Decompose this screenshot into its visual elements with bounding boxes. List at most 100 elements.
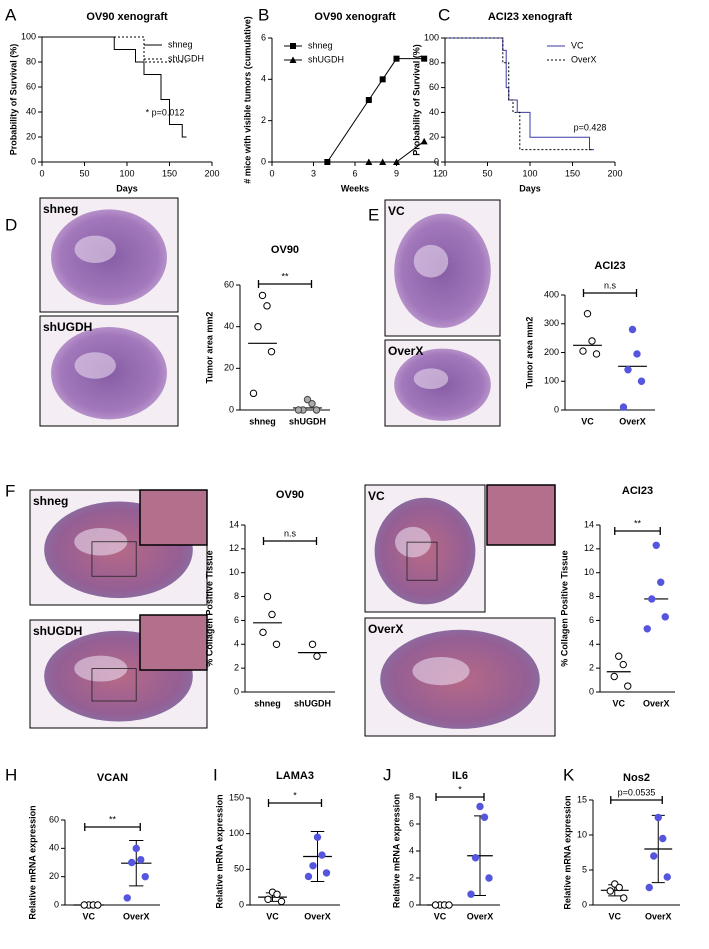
tick-label: 100 bbox=[21, 31, 36, 41]
tick-label: 60 bbox=[429, 82, 439, 92]
tick-label: 20 bbox=[49, 871, 59, 881]
tick-label: 8 bbox=[589, 591, 594, 601]
data-point bbox=[313, 652, 321, 660]
annotation: * p=0.012 bbox=[146, 107, 185, 117]
point bbox=[393, 55, 400, 62]
data-point bbox=[294, 406, 303, 414]
tick-label: 0 bbox=[582, 899, 587, 909]
tick-label: 40 bbox=[429, 107, 439, 117]
chart-title: LAMA3 bbox=[276, 770, 314, 782]
tick-label: 150 bbox=[565, 168, 580, 178]
tick-label: 80 bbox=[26, 56, 36, 66]
tick-label: 40 bbox=[49, 843, 59, 853]
legend-marker bbox=[289, 56, 297, 63]
data-point bbox=[633, 350, 641, 358]
data-point bbox=[132, 844, 140, 853]
chart-title: ACI23 bbox=[622, 485, 653, 497]
tick-label: 0 bbox=[442, 168, 447, 178]
chart-title: OV90 xenograft bbox=[86, 11, 168, 23]
tick-label: 150 bbox=[229, 792, 244, 802]
panel-letter: K bbox=[563, 765, 575, 784]
tick-label: 14 bbox=[229, 519, 239, 529]
tick-label: 200 bbox=[607, 168, 622, 178]
data-point bbox=[445, 901, 453, 909]
legend-label: shUGDH bbox=[308, 54, 344, 64]
data-point bbox=[628, 325, 637, 334]
tick-label: 0 bbox=[39, 168, 44, 178]
tick-label: 40 bbox=[26, 106, 36, 116]
data-point bbox=[588, 337, 596, 345]
data-point bbox=[263, 302, 271, 310]
tick-label: 100 bbox=[229, 828, 244, 838]
chart-title: VCAN bbox=[97, 772, 128, 784]
tick-label: 8 bbox=[234, 591, 239, 601]
tick-label: 50 bbox=[234, 864, 244, 874]
data-point bbox=[650, 852, 658, 860]
data-point bbox=[476, 802, 484, 811]
significance-bracket bbox=[614, 527, 661, 535]
legend-label: OverX bbox=[571, 54, 597, 64]
x-axis-label: Weeks bbox=[341, 183, 369, 193]
legend-label: shneg bbox=[308, 40, 333, 50]
panel-letter: E bbox=[368, 205, 379, 224]
y-axis-label: Relative mRNA expression bbox=[214, 794, 224, 908]
data-point bbox=[258, 291, 267, 300]
data-point bbox=[322, 869, 331, 877]
data-point bbox=[272, 640, 281, 648]
significance-bracket bbox=[257, 280, 313, 288]
series-line bbox=[368, 140, 425, 163]
data-point bbox=[657, 578, 665, 586]
point bbox=[421, 55, 428, 62]
tick-label: 0 bbox=[234, 686, 239, 696]
image-label: shneg bbox=[33, 494, 68, 508]
legend-marker bbox=[290, 43, 296, 49]
data-point bbox=[304, 872, 313, 881]
panel-letter: A bbox=[5, 5, 17, 24]
tick-label: 10 bbox=[229, 567, 239, 577]
data-point bbox=[467, 890, 475, 898]
data-point bbox=[579, 347, 587, 355]
data-point bbox=[485, 874, 493, 882]
data-point bbox=[471, 854, 480, 862]
x-tick-label: OverX bbox=[643, 698, 670, 708]
y-axis-label: Relative mRNA expression bbox=[562, 795, 572, 909]
tick-label: 20 bbox=[429, 132, 439, 142]
tick-label: 9 bbox=[394, 168, 399, 178]
tick-label: 12 bbox=[433, 168, 443, 178]
x-tick-label: OverX bbox=[619, 416, 646, 426]
tick-label: 40 bbox=[224, 321, 234, 331]
data-point bbox=[624, 366, 632, 374]
data-point bbox=[592, 350, 601, 358]
tick-label: 15 bbox=[577, 794, 587, 804]
series-line bbox=[326, 58, 425, 163]
data-point bbox=[643, 625, 651, 633]
data-point bbox=[267, 347, 276, 356]
tick-label: 4 bbox=[589, 639, 594, 649]
data-point bbox=[615, 652, 623, 660]
tick-label: 12 bbox=[229, 543, 239, 553]
tick-label: 14 bbox=[584, 519, 594, 529]
tick-label: 2 bbox=[589, 663, 594, 673]
data-point bbox=[652, 541, 660, 549]
data-point bbox=[606, 887, 614, 895]
x-tick-label: VC bbox=[581, 416, 594, 426]
survival-curve bbox=[42, 36, 187, 63]
x-axis-label: Days bbox=[116, 183, 138, 193]
point bbox=[420, 137, 428, 145]
y-axis-label: Tumor area mm2 bbox=[524, 317, 534, 389]
tick-label: 6 bbox=[409, 818, 414, 828]
panel-letter: F bbox=[5, 481, 15, 500]
x-tick-label: OverX bbox=[645, 911, 672, 921]
image-label: OverX bbox=[388, 344, 423, 358]
significance-bracket bbox=[262, 537, 318, 545]
tick-label: 0 bbox=[54, 899, 59, 909]
chart-title: OV90 bbox=[271, 244, 299, 256]
data-point bbox=[645, 883, 653, 892]
significance-label: * bbox=[293, 790, 297, 800]
data-point bbox=[661, 613, 669, 621]
chart-title: ACI23 bbox=[594, 260, 625, 272]
inset-image bbox=[139, 614, 208, 671]
significance-label: ** bbox=[634, 518, 642, 528]
data-point bbox=[624, 682, 632, 690]
data-point bbox=[80, 901, 88, 909]
